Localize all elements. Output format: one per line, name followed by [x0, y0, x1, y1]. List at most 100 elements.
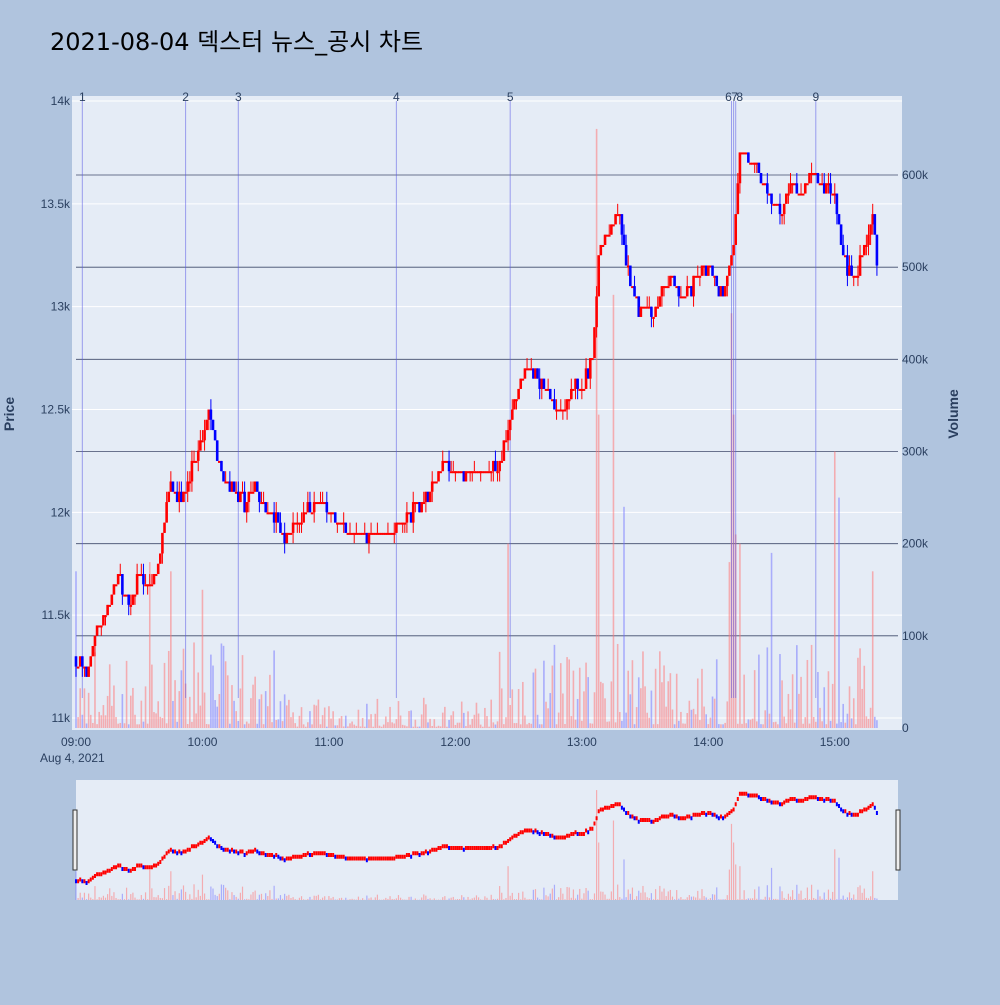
range-slider-volume-bar	[598, 843, 599, 901]
range-slider-candle	[518, 832, 520, 836]
range-slider-candle	[317, 851, 319, 855]
range-slider-candle	[212, 839, 214, 843]
volume-bar	[214, 700, 216, 728]
volume-bar	[223, 646, 225, 728]
range-slider-candle	[739, 792, 741, 796]
event-marker-label: 9	[812, 90, 819, 104]
candle-body	[593, 327, 596, 358]
range-slider-volume-bar	[760, 899, 761, 900]
range-slider-volume-bar	[819, 896, 820, 900]
range-slider-candle	[545, 832, 547, 836]
volume-bar	[602, 683, 604, 728]
range-slider-candle	[427, 851, 429, 855]
candle-body	[678, 286, 681, 296]
candle-body	[739, 152, 742, 183]
range-slider-candle	[832, 799, 834, 803]
candle-body	[543, 379, 546, 389]
range-slider-candle	[511, 836, 513, 840]
range-slider-volume-bar	[375, 897, 376, 900]
range-slider-volume-bar	[392, 899, 393, 900]
volume-bar	[556, 724, 558, 728]
range-slider-volume-bar	[522, 892, 523, 900]
volume-bar	[623, 507, 625, 728]
range-slider-volume-bar	[691, 897, 692, 900]
range-slider-candle	[376, 857, 378, 861]
volume-bar	[533, 673, 535, 728]
range-slider-volume-bar	[765, 897, 766, 900]
volume-bar	[564, 724, 566, 728]
range-slider-volume-bar	[672, 897, 673, 900]
range-slider-volume-bar	[727, 895, 728, 900]
range-slider-volume-bar	[767, 885, 768, 900]
range-slider-volume-bar	[706, 897, 707, 900]
volume-bar	[254, 677, 256, 728]
volume-bar	[708, 724, 710, 728]
range-slider-volume-bar	[596, 790, 597, 900]
range-slider-left-handle[interactable]	[73, 810, 77, 870]
range-slider-volume-bar	[592, 899, 593, 900]
range-slider-candle	[389, 857, 391, 861]
range-slider-volume-bar	[809, 899, 810, 900]
range-slider-volume-bar	[866, 898, 867, 900]
range-slider-candle	[593, 822, 595, 826]
range-slider-candle	[244, 853, 246, 857]
volume-bar	[484, 708, 486, 728]
range-slider-candle	[161, 857, 163, 861]
range-slider-volume-bar	[134, 898, 135, 900]
volume-bar	[267, 706, 269, 728]
volume-bar	[193, 642, 195, 728]
volume-bar	[674, 724, 676, 728]
volume-bar	[88, 693, 90, 728]
range-slider-candle	[109, 869, 111, 873]
range-slider-volume-bar	[737, 899, 738, 900]
range-slider-candle	[305, 853, 307, 857]
range-slider-candle	[404, 855, 406, 859]
range-slider-candle	[357, 857, 359, 861]
candle-body	[191, 461, 194, 482]
range-slider-candle	[492, 844, 494, 848]
range-slider-volume-bar	[451, 898, 452, 900]
range-slider-volume-bar	[733, 843, 734, 901]
candle-body	[608, 235, 611, 237]
range-slider-candle	[81, 879, 83, 883]
volume-bar	[769, 714, 771, 728]
candle-body	[779, 204, 782, 214]
candle-body	[100, 625, 103, 627]
volume-bar	[809, 724, 811, 728]
range-slider-volume-bar	[244, 899, 245, 900]
range-slider-volume-bar	[113, 892, 114, 900]
range-slider-candle	[678, 816, 680, 820]
volume-bar	[627, 671, 629, 728]
range-slider-candle	[762, 797, 764, 801]
range-slider[interactable]	[73, 780, 900, 900]
range-slider-volume-bar	[126, 888, 127, 900]
range-slider-candle	[655, 818, 657, 822]
range-slider-volume-bar	[107, 894, 108, 900]
volume-bar	[330, 719, 332, 728]
range-slider-volume-bar	[796, 885, 797, 900]
range-slider-volume-bar	[457, 899, 458, 900]
range-slider-volume-bar	[103, 896, 104, 900]
range-slider-candle	[785, 799, 787, 803]
volume-bar	[655, 669, 657, 728]
volume-bar	[710, 718, 712, 728]
candle-body	[258, 492, 261, 502]
range-slider-right-handle[interactable]	[896, 810, 900, 870]
range-slider-volume-bar	[640, 893, 641, 900]
range-slider-volume-bar	[267, 896, 268, 900]
candle-body	[309, 502, 312, 512]
volume-bar	[838, 498, 840, 728]
volume-bar	[94, 652, 96, 728]
volume-bar	[619, 712, 621, 728]
volume-bar	[870, 708, 872, 728]
range-slider-candle	[766, 799, 768, 803]
range-slider-candle	[419, 853, 421, 857]
range-slider-volume-bar	[181, 889, 182, 900]
volume-bar	[474, 715, 476, 728]
range-slider-candle	[830, 799, 832, 803]
range-slider-volume-bar	[231, 892, 232, 900]
range-slider-candle	[756, 794, 758, 798]
volume-bar	[859, 648, 861, 728]
volume-bar	[309, 711, 311, 728]
range-slider-candle	[815, 795, 817, 799]
